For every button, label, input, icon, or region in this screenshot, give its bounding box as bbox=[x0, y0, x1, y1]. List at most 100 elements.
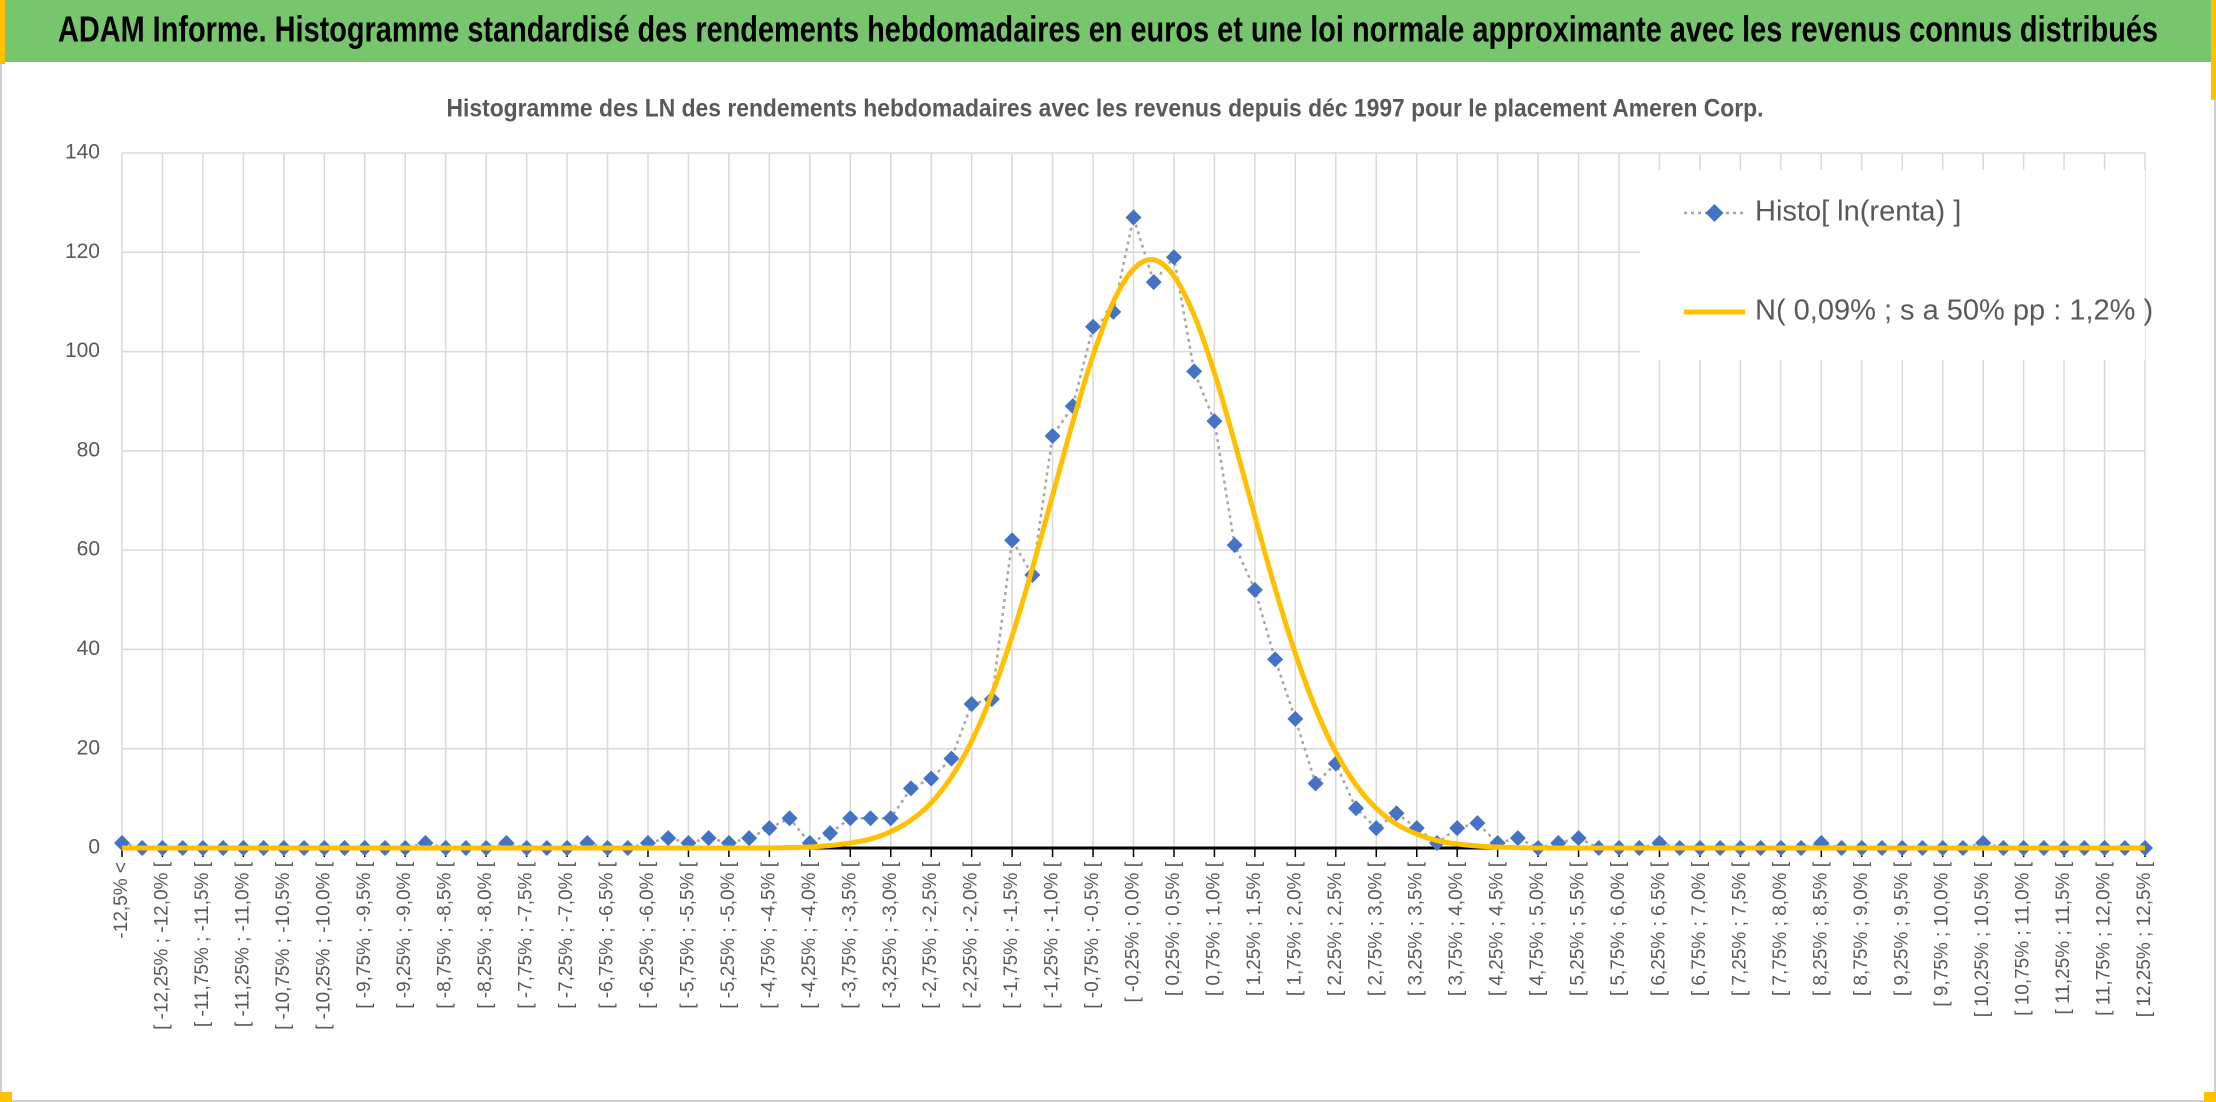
marker bbox=[700, 830, 717, 847]
x-tick-label: [ -6,25% ; -6,0% [ bbox=[637, 861, 658, 1009]
x-tick-label: [ -1,75% ; -1,5% [ bbox=[1001, 861, 1022, 1009]
x-tick-label: [ -4,75% ; -4,5% [ bbox=[758, 861, 779, 1009]
marker bbox=[1348, 800, 1365, 817]
x-tick-label: [ 6,75% ; 7,0% [ bbox=[1689, 861, 1710, 996]
x-tick-label: [ -8,75% ; -8,5% [ bbox=[435, 861, 456, 1009]
marker bbox=[1206, 413, 1223, 430]
x-tick-label: [ 12,25% ; 12,5% [ bbox=[2134, 861, 2155, 1017]
marker bbox=[1004, 532, 1021, 549]
x-tick-label: [ 3,25% ; 3,5% [ bbox=[1406, 861, 1427, 996]
x-tick-label: [ 3,75% ; 4,0% [ bbox=[1446, 861, 1467, 996]
y-tick-label: 100 bbox=[65, 339, 100, 362]
marker bbox=[923, 770, 940, 787]
marker bbox=[902, 780, 919, 797]
x-tick-label: -12,5% < bbox=[111, 862, 132, 939]
x-tick-label: [ -9,25% ; -9,0% [ bbox=[394, 861, 415, 1009]
y-tick-label: 120 bbox=[65, 240, 100, 263]
marker bbox=[761, 820, 778, 837]
corner-mark bbox=[0, 0, 5, 64]
marker bbox=[1246, 581, 1263, 598]
corner-mark bbox=[2204, 1092, 2216, 1102]
x-tick-label: [ 11,75% ; 12,0% [ bbox=[2094, 861, 2115, 1016]
x-tick-label: [ 1,75% ; 2,0% [ bbox=[1284, 861, 1305, 996]
y-tick-label: 40 bbox=[77, 637, 100, 660]
header-bar bbox=[0, 0, 2216, 62]
x-tick-label: [ -10,25% ; -10,0% [ bbox=[313, 861, 334, 1030]
x-tick-label: [ 8,75% ; 9,0% [ bbox=[1851, 861, 1872, 996]
marker bbox=[1388, 805, 1405, 822]
x-tick-label: [ -0,25% ; 0,0% [ bbox=[1123, 861, 1144, 1002]
marker bbox=[1186, 363, 1203, 380]
marker bbox=[741, 830, 758, 847]
x-tick-label: [ 0,75% ; 1,0% [ bbox=[1203, 861, 1224, 996]
marker bbox=[1287, 710, 1304, 727]
marker bbox=[1449, 820, 1466, 837]
corner-mark bbox=[2211, 0, 2216, 100]
marker bbox=[1469, 815, 1486, 832]
marker bbox=[943, 750, 960, 767]
chart-title: Histogramme des LN des rendements hebdom… bbox=[447, 95, 1764, 123]
x-tick-label: [ -8,25% ; -8,0% [ bbox=[475, 861, 496, 1009]
x-tick-label: [ 6,25% ; 6,5% [ bbox=[1648, 861, 1669, 996]
x-tick-label: [ 0,25% ; 0,5% [ bbox=[1163, 861, 1184, 996]
x-tick-label: [ -11,75% ; -11,5% [ bbox=[192, 861, 213, 1027]
header-title: ADAM Informe. Histogramme standardisé de… bbox=[58, 9, 2158, 50]
x-tick-label: [ -12,25% ; -12,0% [ bbox=[151, 861, 172, 1030]
x-tick-label: [ 7,75% ; 8,0% [ bbox=[1770, 861, 1791, 996]
marker bbox=[862, 810, 879, 827]
legend-label: Histo[ ln(renta) ] bbox=[1755, 196, 1961, 228]
x-tick-label: [ 9,25% ; 9,5% [ bbox=[1891, 861, 1912, 996]
marker bbox=[1570, 830, 1587, 847]
corner-mark bbox=[0, 1092, 12, 1102]
marker bbox=[660, 830, 677, 847]
x-tick-label: [ 5,25% ; 5,5% [ bbox=[1568, 861, 1589, 996]
x-tick-label: [ -7,75% ; -7,5% [ bbox=[516, 861, 537, 1009]
x-tick-label: [ 2,25% ; 2,5% [ bbox=[1325, 861, 1346, 996]
x-tick-label: [ 2,75% ; 3,0% [ bbox=[1365, 861, 1386, 996]
x-tick-label: [ -5,25% ; -5,0% [ bbox=[718, 861, 739, 1009]
x-tick-label: [ -3,25% ; -3,0% [ bbox=[880, 861, 901, 1009]
marker bbox=[1125, 209, 1142, 226]
marker bbox=[1085, 318, 1102, 335]
y-tick-label: 140 bbox=[65, 141, 100, 164]
series-line bbox=[122, 257, 2145, 851]
marker bbox=[1368, 820, 1385, 837]
x-tick-label: [ -11,25% ; -11,0% [ bbox=[232, 861, 253, 1027]
x-tick-label: [ 5,75% ; 6,0% [ bbox=[1608, 861, 1629, 996]
x-tick-label: [ -6,75% ; -6,5% [ bbox=[597, 861, 618, 1009]
marker bbox=[1044, 427, 1061, 444]
x-tick-label: [ -7,25% ; -7,0% [ bbox=[556, 861, 577, 1009]
legend-label: N( 0,09% ; s a 50% pp : 1,2% ) bbox=[1755, 295, 2153, 327]
x-tick-label: [ -10,75% ; -10,5% [ bbox=[273, 861, 294, 1030]
marker bbox=[1307, 775, 1324, 792]
x-tick-label: [ 11,25% ; 11,5% [ bbox=[2053, 861, 2074, 1014]
marker bbox=[842, 810, 859, 827]
y-tick-label: 60 bbox=[77, 538, 100, 561]
marker bbox=[882, 810, 899, 827]
legend-box bbox=[1640, 170, 2145, 360]
y-tick-label: 0 bbox=[88, 836, 100, 859]
x-tick-label: [ 10,75% ; 11,0% [ bbox=[2013, 861, 2034, 1016]
x-tick-label: [ -2,75% ; -2,5% [ bbox=[920, 861, 941, 1009]
x-tick-label: [ -4,25% ; -4,0% [ bbox=[799, 861, 820, 1009]
marker bbox=[1226, 537, 1243, 554]
marker bbox=[1267, 651, 1284, 668]
marker bbox=[781, 810, 798, 827]
legend-marker bbox=[1705, 204, 1724, 222]
x-tick-label: [ -5,75% ; -5,5% [ bbox=[677, 861, 698, 1009]
y-tick-label: 20 bbox=[77, 736, 100, 759]
y-tick-label: 80 bbox=[77, 438, 100, 461]
x-tick-label: [ -0,75% ; -0,5% [ bbox=[1082, 861, 1103, 1009]
x-tick-label: [ -1,25% ; -1,0% [ bbox=[1042, 861, 1063, 1009]
x-tick-label: [ 1,25% ; 1,5% [ bbox=[1244, 861, 1265, 996]
marker bbox=[963, 696, 980, 713]
x-tick-label: [ -3,75% ; -3,5% [ bbox=[839, 861, 860, 1009]
x-tick-label: [ 4,25% ; 4,5% [ bbox=[1487, 861, 1508, 996]
x-tick-label: [ 8,25% ; 8,5% [ bbox=[1810, 861, 1831, 996]
marker bbox=[1145, 274, 1162, 291]
x-tick-label: [ 7,25% ; 7,5% [ bbox=[1729, 861, 1750, 996]
x-tick-label: [ -9,75% ; -9,5% [ bbox=[354, 861, 375, 1009]
x-tick-label: [ 10,25% ; 10,5% [ bbox=[1972, 861, 1993, 1017]
marker bbox=[1165, 249, 1182, 266]
